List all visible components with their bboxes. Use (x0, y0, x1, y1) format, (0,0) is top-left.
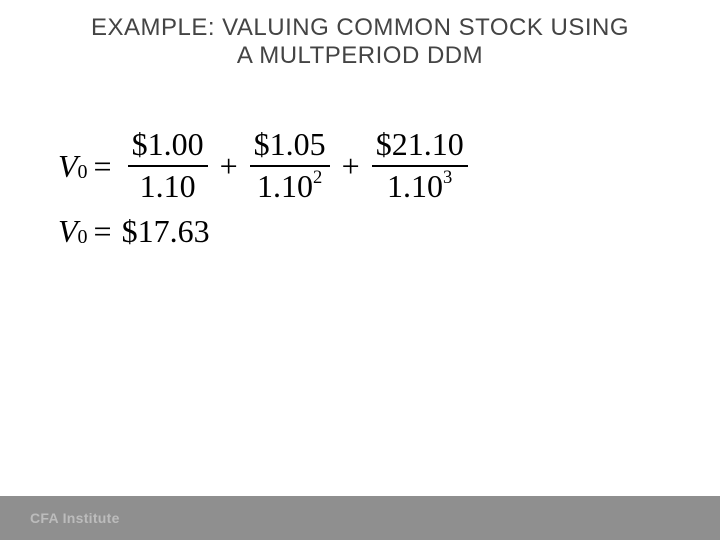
eq1-frac-2: $1.05 1.102 (250, 128, 330, 203)
eq1-frac-1-den-base: 1.10 (140, 168, 196, 204)
eq1-plus-1: + (220, 148, 238, 185)
eq2-lhs-sub: 0 (78, 226, 88, 249)
eq1-lhs-var: V (58, 148, 78, 185)
eq1-frac-2-den-exp: 2 (313, 167, 322, 188)
eq2-result: $17.63 (122, 213, 210, 250)
eq1-frac-3-den: 1.103 (383, 170, 456, 204)
eq1-lhs-sub: 0 (78, 161, 88, 184)
eq1-frac-2-den-base: 1.10 (257, 168, 313, 204)
equation-1: V0 = $1.00 1.10 + $1.05 1.102 + $21.10 1… (58, 125, 720, 207)
eq2-lhs-var: V (58, 213, 78, 250)
equation-2: V0 = $17.63 (58, 209, 720, 253)
eq1-frac-1-den: 1.10 (136, 170, 200, 204)
eq1-frac-1-num: $1.00 (128, 128, 208, 162)
eq1-frac-1-bar (128, 165, 208, 167)
eq1-plus-2: + (342, 148, 360, 185)
eq1-frac-2-den: 1.102 (253, 170, 326, 204)
eq1-frac-2-num: $1.05 (250, 128, 330, 162)
slide: { "title": { "text": "EXAMPLE: VALUING C… (0, 0, 720, 540)
eq1-frac-1: $1.00 1.10 (128, 128, 208, 203)
eq1-frac-3-bar (372, 165, 468, 167)
eq2-equals: = (94, 213, 112, 250)
slide-title: EXAMPLE: VALUING COMMON STOCK USING A MU… (0, 14, 720, 70)
eq1-frac-3-den-exp: 3 (443, 167, 452, 188)
footer-brand: CFA Institute (30, 510, 120, 526)
footer-band: CFA Institute (0, 496, 720, 540)
eq1-frac-3-den-base: 1.10 (387, 168, 443, 204)
title-wrap: EXAMPLE: VALUING COMMON STOCK USING A MU… (0, 0, 720, 70)
eq1-equals: = (94, 148, 112, 185)
eq1-frac-3-num: $21.10 (372, 128, 468, 162)
equations-area: V0 = $1.00 1.10 + $1.05 1.102 + $21.10 1… (58, 125, 720, 253)
eq1-frac-3: $21.10 1.103 (372, 128, 468, 203)
